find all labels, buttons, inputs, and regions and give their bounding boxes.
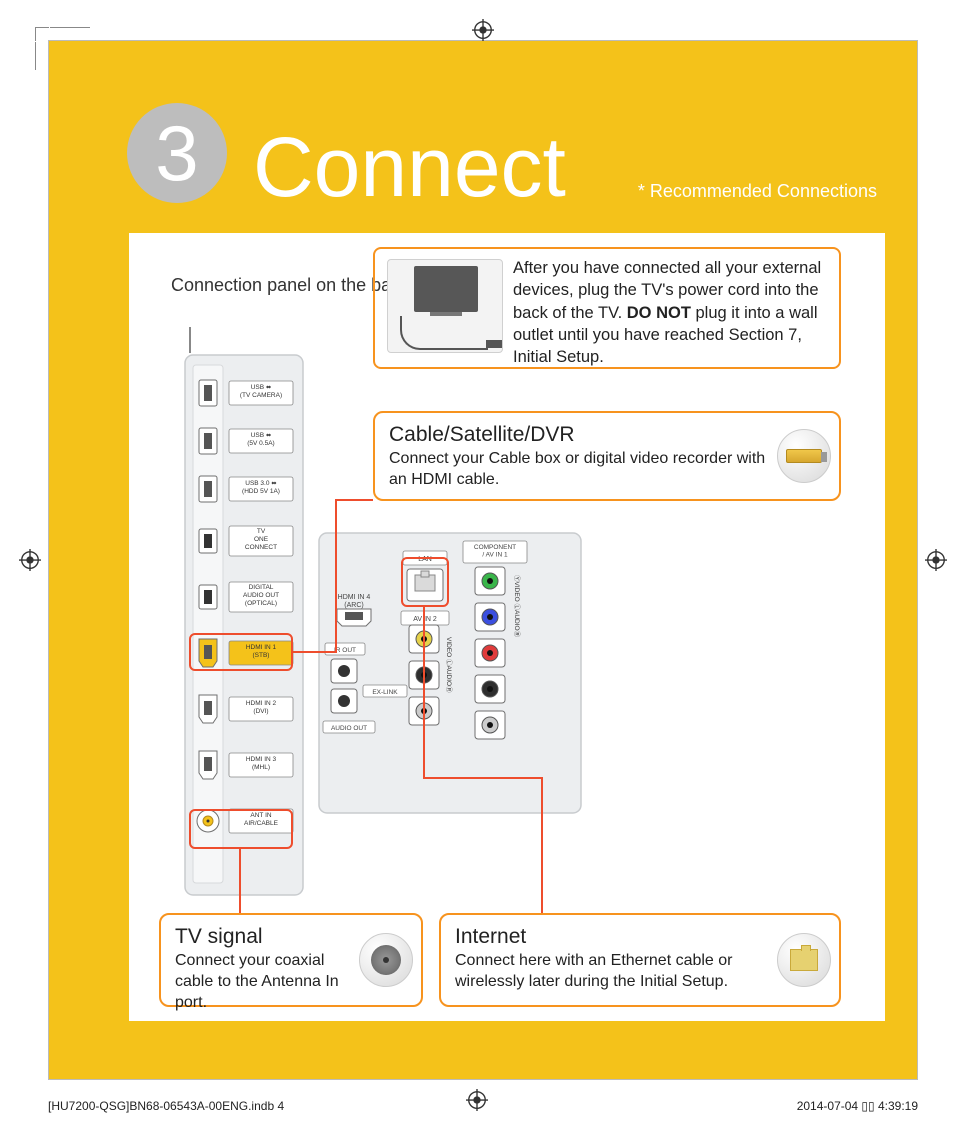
content-panel: Connection panel on the back of the TV A… xyxy=(129,233,885,1021)
step-number-badge: 3 xyxy=(127,103,227,203)
page-subtitle: * Recommended Connections xyxy=(638,181,877,202)
power-cord-icon xyxy=(400,316,488,350)
connector-line xyxy=(423,777,543,779)
registration-mark-icon xyxy=(472,19,494,41)
registration-mark-icon xyxy=(466,1089,488,1111)
svg-text:ⓎVIDEO ⓁAUDIOⓇ: ⓎVIDEO ⓁAUDIOⓇ xyxy=(513,575,521,638)
coax-icon xyxy=(359,933,413,987)
internet-callout-title: Internet xyxy=(455,925,773,949)
internet-callout: Internet Connect here with an Ethernet c… xyxy=(439,913,841,1007)
plug-icon xyxy=(486,340,502,348)
tvsignal-callout: TV signal Connect your coaxial cable to … xyxy=(159,913,423,1007)
svg-text:USB 3.0 ⬌(HDD 5V 1A): USB 3.0 ⬌(HDD 5V 1A) xyxy=(242,480,280,495)
registration-mark-icon xyxy=(19,549,41,571)
tv-back-thumbnail-icon xyxy=(387,259,503,353)
svg-text:AUDIO OUT: AUDIO OUT xyxy=(331,725,367,732)
connector-line xyxy=(335,499,337,653)
tvsignal-callout-title: TV signal xyxy=(175,925,355,949)
connector-line xyxy=(293,651,337,653)
ethernet-icon xyxy=(777,933,831,987)
lan-highlight xyxy=(401,557,449,607)
print-page: 3 Connect * Recommended Connections Conn… xyxy=(48,40,918,1080)
svg-text:USB ⬌(5V 0.5A): USB ⬌(5V 0.5A) xyxy=(247,432,274,447)
tvsignal-callout-body: Connect your coaxial cable to the Antenn… xyxy=(175,951,355,1013)
hdmi1-highlight xyxy=(189,633,293,671)
connector-line xyxy=(541,777,543,913)
page-background: 3 Connect * Recommended Connections Conn… xyxy=(49,41,917,1079)
connector-line xyxy=(423,607,425,777)
antin-highlight xyxy=(189,809,293,849)
svg-text:IR OUT: IR OUT xyxy=(334,647,356,654)
page-header: 3 Connect xyxy=(127,103,566,203)
connector-line xyxy=(335,499,373,501)
footer-left: [HU7200-QSG]BN68-06543A-00ENG.indb 4 xyxy=(48,1099,284,1113)
power-note-bold: DO NOT xyxy=(627,304,691,322)
svg-text:EX-LINK: EX-LINK xyxy=(372,689,398,696)
svg-text:VIDEO ⓁAUDIOⓇ: VIDEO ⓁAUDIOⓇ xyxy=(445,637,453,693)
svg-text:AV IN 2: AV IN 2 xyxy=(413,616,437,623)
hdmi-icon xyxy=(777,429,831,483)
crop-mark xyxy=(35,27,49,41)
caption-leader-line xyxy=(189,327,191,353)
connector-line xyxy=(239,849,241,913)
internet-callout-body: Connect here with an Ethernet cable or w… xyxy=(455,951,773,993)
footer-right: 2014-07-04 ▯▯ 4:39:19 xyxy=(797,1099,918,1113)
registration-mark-icon xyxy=(925,549,947,571)
page-title: Connect xyxy=(253,132,566,203)
